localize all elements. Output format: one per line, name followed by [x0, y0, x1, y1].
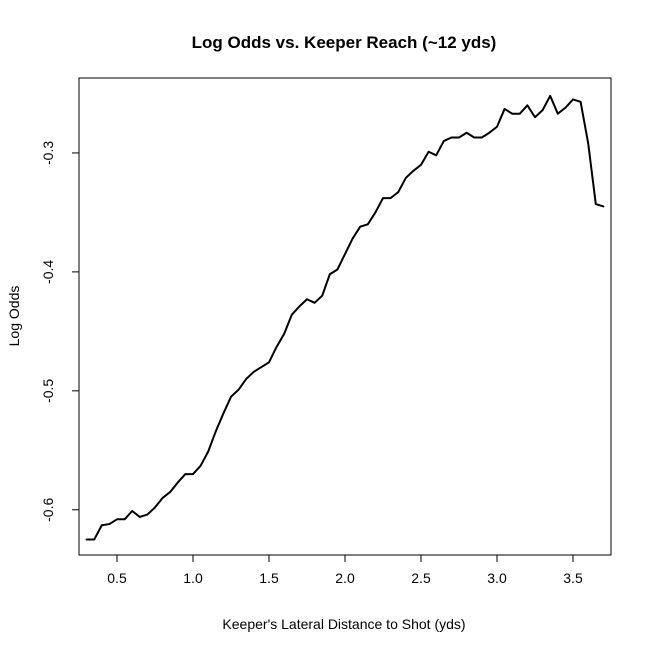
series-line-0	[85, 94, 605, 541]
y-axis: -0.6 -0.5 -0.4 -0.3	[40, 141, 79, 522]
x-tick-label: 1.5	[259, 570, 279, 586]
y-tick-label: -0.6	[40, 498, 56, 522]
x-axis-label: Keeper's Lateral Distance to Shot (yds)	[222, 616, 465, 632]
y-tick-label: -0.3	[40, 141, 56, 165]
y-axis-label: Log Odds	[6, 286, 22, 347]
y-tick-label: -0.5	[40, 379, 56, 403]
chart-title: Log Odds vs. Keeper Reach (~12 yds)	[192, 33, 497, 52]
x-tick-label: 3.5	[563, 570, 583, 586]
y-tick-label: -0.4	[40, 260, 56, 284]
x-axis: 0.5 1.0 1.5 2.0 2.5 3.0 3.5	[107, 555, 583, 586]
plot-frame	[78, 77, 612, 556]
series-group	[85, 94, 605, 541]
x-tick-label: 0.5	[107, 570, 127, 586]
x-tick-label: 3.0	[487, 570, 507, 586]
x-tick-label: 2.0	[335, 570, 355, 586]
x-tick-label: 1.0	[183, 570, 203, 586]
x-tick-label: 2.5	[411, 570, 431, 586]
